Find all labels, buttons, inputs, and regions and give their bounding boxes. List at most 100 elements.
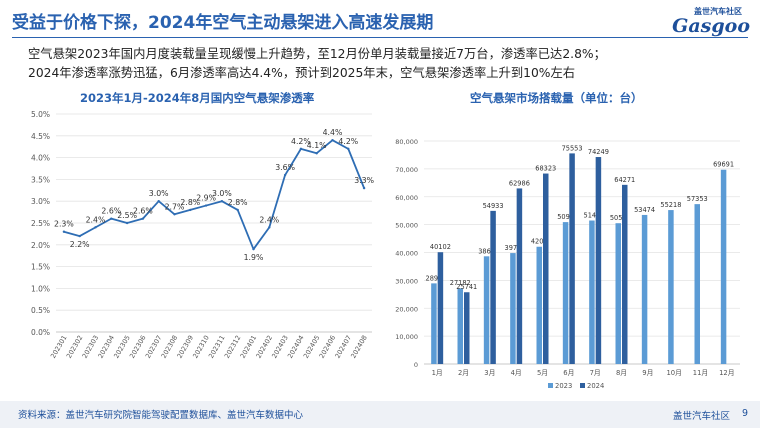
summary-text: 空气悬架2023年国内月度装载量呈现缓慢上升趋势，至12月份单月装载量接近7万台… — [28, 45, 748, 83]
penetration-data-label: 2.7% — [165, 202, 185, 211]
bar-y-tick-label: 70,000 — [395, 166, 418, 174]
penetration-data-label: 2.6% — [101, 207, 121, 216]
installation-bar-2024 — [595, 157, 602, 364]
bar-x-tick-label: 12月 — [719, 369, 734, 377]
summary-line-2: 2024年渗透率涨势迅猛，6月渗透率高达4.4%，预计到2025年末，空气悬架渗… — [28, 66, 576, 80]
installation-bar-2024 — [622, 184, 628, 364]
installation-bar-2023 — [641, 214, 648, 364]
installation-bar-2023 — [510, 253, 516, 364]
bar-x-tick-label: 6月 — [563, 369, 574, 377]
line-y-tick-label: 5.0% — [31, 110, 50, 119]
summary-line-1: 空气悬架2023年国内月度装载量呈现缓慢上升趋势，至12月份单月装载量接近7万台… — [28, 47, 606, 61]
bar-y-tick-label: 50,000 — [395, 222, 418, 230]
legend-label-2023: 2023 — [555, 382, 572, 390]
installation-data-label: 62986 — [509, 179, 530, 187]
title-divider — [12, 37, 748, 38]
installation-bar-2023 — [589, 220, 595, 364]
penetration-series-line — [63, 139, 365, 251]
penetration-data-label: 2.3% — [54, 220, 74, 229]
footer-brand: 盖世汽车社区 — [672, 411, 730, 422]
bar-x-tick-label: 7月 — [590, 369, 601, 377]
installation-data-label: 5090 — [557, 213, 574, 221]
penetration-point — [110, 217, 113, 220]
penetration-point — [236, 208, 239, 212]
installation-data-label: 2892 — [426, 274, 443, 282]
bar-x-tick-label: 5月 — [537, 369, 548, 377]
bar-y-tick-label: 80,000 — [395, 138, 418, 146]
installation-bar-2023 — [615, 223, 621, 364]
installation-data-label: 74249 — [588, 148, 609, 156]
legend-swatch-2024 — [580, 383, 585, 388]
installation-data-label: 64271 — [614, 176, 635, 184]
installation-data-label: 3863 — [478, 247, 495, 255]
bar-x-tick-label: 11月 — [693, 369, 708, 377]
logo-wordmark: Gasgoo — [672, 15, 750, 37]
installation-bar-2023 — [720, 169, 727, 364]
installation-bar-2023 — [562, 222, 569, 364]
installation-data-label: 54933 — [483, 202, 504, 210]
bar-y-tick-label: 60,000 — [395, 194, 418, 202]
line-y-tick-label: 1.5% — [31, 263, 50, 272]
bar-x-tick-label: 2月 — [458, 369, 469, 377]
penetration-point — [362, 186, 366, 190]
installation-bar-2023 — [536, 246, 542, 364]
installation-data-label: 53474 — [634, 206, 655, 214]
penetration-data-label: 2.8% — [180, 198, 200, 207]
penetration-data-label: 2.8% — [228, 198, 248, 207]
penetration-data-label: 4.2% — [291, 137, 311, 146]
bar-y-tick-label: 20,000 — [395, 305, 418, 313]
bar-x-tick-label: 9月 — [642, 369, 653, 377]
line-y-tick-label: 4.5% — [31, 132, 50, 141]
penetration-data-label: 4.1% — [307, 141, 327, 150]
penetration-point — [299, 147, 303, 151]
installation-bar-2023 — [431, 283, 437, 364]
line-y-tick-label: 2.0% — [31, 241, 50, 250]
installation-data-label: 25741 — [456, 283, 477, 291]
penetration-data-label: 1.9% — [244, 253, 264, 262]
installation-data-label: 5050 — [610, 214, 627, 222]
penetration-data-label: 3.6% — [275, 163, 295, 172]
installation-data-label: 69691 — [713, 161, 734, 169]
line-y-tick-label: 3.0% — [31, 197, 50, 206]
bar-x-tick-label: 3月 — [484, 369, 495, 377]
penetration-data-label: 2.2% — [70, 240, 90, 249]
bar-x-tick-label: 8月 — [616, 369, 627, 377]
line-y-tick-label: 3.5% — [31, 175, 50, 184]
gasgoo-logo: 盖世汽车社区 Gasgoo — [658, 6, 750, 37]
installation-bar-2024 — [569, 153, 575, 364]
bar-y-tick-label: 40,000 — [395, 250, 418, 258]
bar-y-tick-label: 0 — [414, 361, 418, 369]
footer-source: 资料来源：盖世汽车研究院智能驾驶配置数据库、盖世汽车数据中心 — [18, 410, 304, 421]
penetration-point — [62, 230, 66, 233]
installation-bar-2024 — [490, 210, 496, 364]
installation-bar-2023 — [457, 288, 463, 364]
page-number: 9 — [741, 408, 748, 419]
line-chart-title: 2023年1月-2024年8月国内空气悬架渗透率 — [80, 91, 315, 105]
bar-chart-title: 空气悬架市场搭载量（单位：台） — [470, 91, 643, 105]
installation-data-label: 27182 — [450, 279, 471, 287]
penetration-point — [220, 200, 224, 203]
installation-bar-2024 — [437, 252, 444, 364]
penetration-data-label: 3.0% — [149, 189, 169, 198]
line-y-tick-label: 4.0% — [31, 154, 50, 163]
penetration-point — [157, 200, 160, 203]
bar-y-tick-label: 10,000 — [395, 333, 418, 341]
penetration-point — [204, 204, 208, 207]
penetration-data-label: 2.4% — [86, 215, 106, 224]
installation-data-label: 68323 — [535, 165, 556, 173]
penetration-data-label: 2.6% — [133, 207, 153, 216]
installation-bar-2024 — [543, 173, 549, 364]
logo-caption: 盖世汽车社区 — [694, 7, 742, 16]
penetration-data-label: 2.4% — [259, 215, 279, 224]
installation-data-label: 3979 — [505, 244, 522, 252]
installation-data-label: 55218 — [660, 201, 681, 209]
installation-bar-2024 — [516, 188, 523, 364]
penetration-point — [268, 226, 271, 229]
bar-x-tick-label: 1月 — [432, 369, 443, 377]
bar-y-tick-label: 30,000 — [395, 277, 418, 285]
penetration-data-label: 2.9% — [196, 194, 216, 203]
line-y-tick-label: 2.5% — [31, 219, 50, 228]
line-y-tick-label: 0.0% — [31, 328, 50, 337]
